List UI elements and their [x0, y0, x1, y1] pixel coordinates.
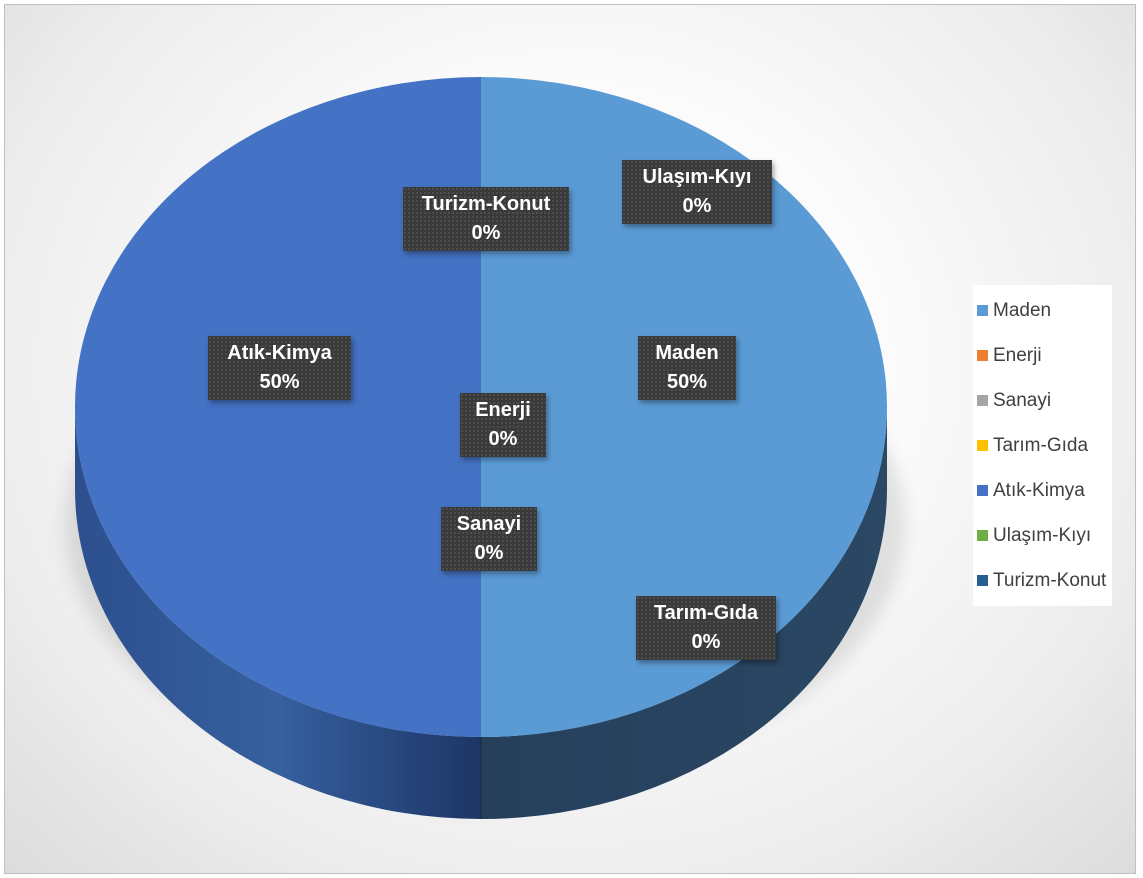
data-label-ulasim-kiyi: Ulaşım-Kıyı 0% — [622, 160, 772, 224]
legend-label: Atık-Kimya — [993, 479, 1085, 501]
pie-chart — [65, 77, 905, 819]
pie-side-walls — [75, 407, 887, 819]
data-label-value: 0% — [682, 195, 712, 217]
chart-legend: Maden Enerji Sanayi Tarım-Gıda Atık-Kimya Ula… — [973, 285, 1113, 606]
data-label-name: Sanayi — [456, 513, 522, 535]
data-label-turizm-konut: Turizm-Konut 0% — [403, 187, 569, 251]
data-label-name: Atık-Kimya — [227, 342, 332, 364]
legend-label: Maden — [993, 299, 1052, 321]
chart-area: Ulaşım-Kıyı 0% Turizm-Konut 0% Atık-Kimy… — [4, 4, 1136, 874]
legend-label: Turizm-Konut — [993, 569, 1107, 591]
legend-label: Sanayi — [993, 389, 1052, 411]
legend-item: Turizm-Konut — [977, 558, 1106, 603]
legend-item: Enerji — [977, 333, 1106, 378]
legend-label: Tarım-Gıda — [993, 434, 1089, 456]
data-label-value: 0% — [471, 222, 501, 244]
pie-slice-maden — [481, 77, 887, 737]
data-label-maden: Maden 50% — [638, 336, 736, 400]
data-label-name: Turizm-Konut — [421, 193, 551, 215]
data-label-tarim-gida: Tarım-Gıda 0% — [636, 596, 776, 660]
data-label-value: 0% — [474, 542, 504, 564]
data-label-sanayi: Sanayi 0% — [441, 507, 537, 571]
data-label-value: 0% — [691, 631, 721, 653]
pie-slice-maden-side — [481, 407, 887, 819]
data-label-name: Maden — [655, 342, 719, 364]
legend-swatch — [977, 350, 988, 361]
data-label-enerji: Enerji 0% — [460, 393, 546, 457]
legend-swatch — [977, 485, 988, 496]
legend-item: Maden — [977, 288, 1106, 333]
legend-label: Enerji — [993, 344, 1042, 366]
legend-item: Tarım-Gıda — [977, 423, 1106, 468]
pie-slice-atık-kimya — [75, 77, 481, 737]
data-label-value: 0% — [488, 428, 518, 450]
legend-item: Atık-Kimya — [977, 468, 1106, 513]
legend-item: Ulaşım-Kıyı — [977, 513, 1106, 558]
legend-item: Sanayi — [977, 378, 1106, 423]
legend-label: Ulaşım-Kıyı — [993, 524, 1092, 546]
legend-swatch — [977, 575, 988, 586]
legend-swatch — [977, 305, 988, 316]
legend-swatch — [977, 395, 988, 406]
data-label-name: Tarım-Gıda — [653, 602, 759, 624]
legend-swatch — [977, 530, 988, 541]
legend-swatch — [977, 440, 988, 451]
data-label-name: Ulaşım-Kıyı — [642, 166, 752, 188]
data-label-atik-kimya: Atık-Kimya 50% — [208, 336, 351, 400]
pie-slice-atık-kimya-side — [75, 407, 481, 819]
data-label-value: 50% — [259, 371, 300, 393]
data-label-value: 50% — [666, 371, 708, 393]
pie-top-faces — [75, 77, 887, 737]
data-label-name: Enerji — [475, 399, 531, 421]
